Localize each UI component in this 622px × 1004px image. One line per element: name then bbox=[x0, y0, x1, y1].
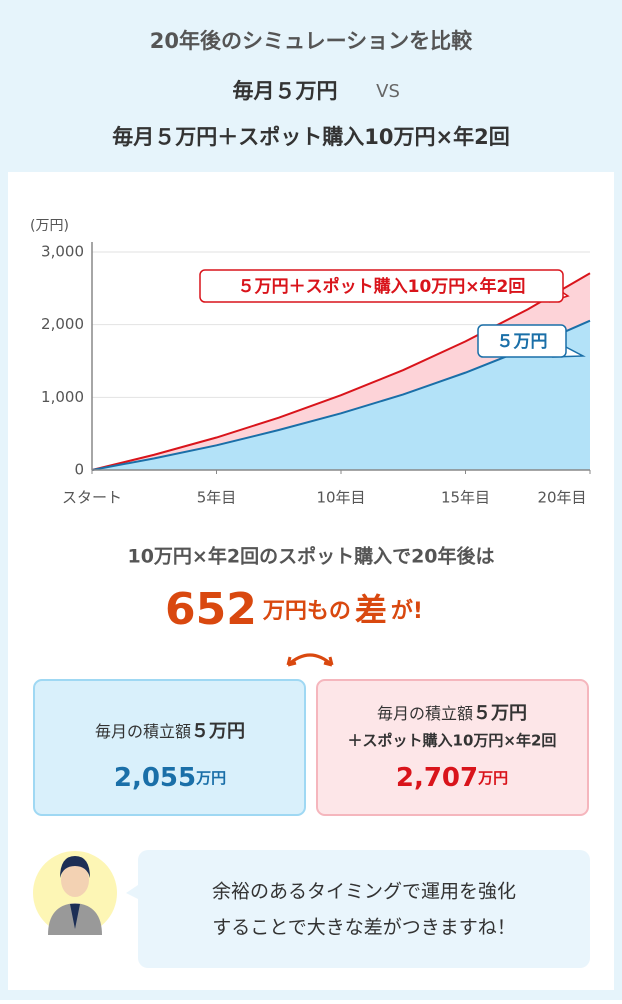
y-unit: (万円) bbox=[30, 218, 69, 234]
label: 毎月の積立額 bbox=[377, 704, 473, 723]
avatar-face bbox=[61, 863, 89, 897]
y-tick-label: 0 bbox=[74, 461, 84, 479]
amount: ５万円 bbox=[191, 721, 245, 742]
legend-label: ５万円＋スポット購入10万円×年2回 bbox=[238, 276, 526, 297]
title: 20年後のシミュレーションを比較 bbox=[150, 29, 473, 53]
unit: 万円 bbox=[477, 769, 508, 787]
chart: 0 1,000 2,000 3,000 スタート 5年目 10年目 15年目 20年目 ５万円＋ス… bbox=[41, 242, 591, 507]
area bbox=[92, 320, 590, 470]
y-tick-label: 3,000 bbox=[41, 243, 84, 261]
unit: 万円 bbox=[195, 769, 226, 787]
x-tick-label: 5年目 bbox=[197, 489, 237, 507]
comment-line: することで大きな差がつきますね！ bbox=[212, 917, 515, 939]
card-a-value: 2,055万円 bbox=[114, 763, 226, 793]
ga: が! bbox=[391, 598, 423, 624]
y-tick-label: 2,000 bbox=[41, 315, 84, 333]
value: 2,707 bbox=[396, 763, 478, 793]
comment-tail bbox=[126, 885, 138, 899]
compare-a: 毎月５万円 bbox=[233, 79, 338, 103]
card-b bbox=[316, 679, 589, 816]
diff-unit: 万円もの bbox=[262, 599, 351, 624]
x-tick-label: 15年目 bbox=[441, 489, 490, 507]
x-tick-label: スタート bbox=[62, 489, 122, 507]
label: 毎月の積立額 bbox=[95, 722, 191, 741]
card-b-extra: ＋スポット購入10万円×年2回 bbox=[348, 732, 557, 750]
card-b-value: 2,707万円 bbox=[396, 763, 508, 793]
x-tick-label: 20年目 bbox=[537, 489, 586, 507]
line bbox=[91, 272, 591, 471]
lead: 10万円×年2回のスポット購入で20年後は bbox=[127, 545, 494, 568]
amount: ５万円 bbox=[473, 703, 527, 724]
diff: 652 bbox=[165, 584, 257, 635]
comment-box bbox=[138, 850, 590, 968]
card-a-label: 毎月の積立額５万円 bbox=[95, 721, 245, 742]
compare-b: 毎月５万円＋スポット購入10万円×年2回 bbox=[112, 125, 509, 149]
comment-line: 余裕のあるタイミングで運用を強化 bbox=[212, 881, 516, 903]
y-tick-label: 1,000 bbox=[41, 388, 84, 406]
card-a bbox=[33, 679, 306, 816]
avatar-hair bbox=[60, 856, 90, 878]
legend-label: ５万円 bbox=[497, 332, 548, 352]
vs: VS bbox=[376, 81, 400, 102]
avatar-tie bbox=[70, 904, 80, 929]
sa: 差 bbox=[355, 591, 387, 629]
headline: 652 万円もの差が! bbox=[165, 584, 423, 635]
x-tick-label: 10年目 bbox=[316, 489, 365, 507]
value: 2,055 bbox=[114, 763, 196, 793]
card-b-label: 毎月の積立額５万円 bbox=[377, 703, 527, 724]
callout-box bbox=[477, 324, 567, 358]
callout-box bbox=[199, 269, 564, 303]
swap-arrow bbox=[286, 653, 334, 667]
